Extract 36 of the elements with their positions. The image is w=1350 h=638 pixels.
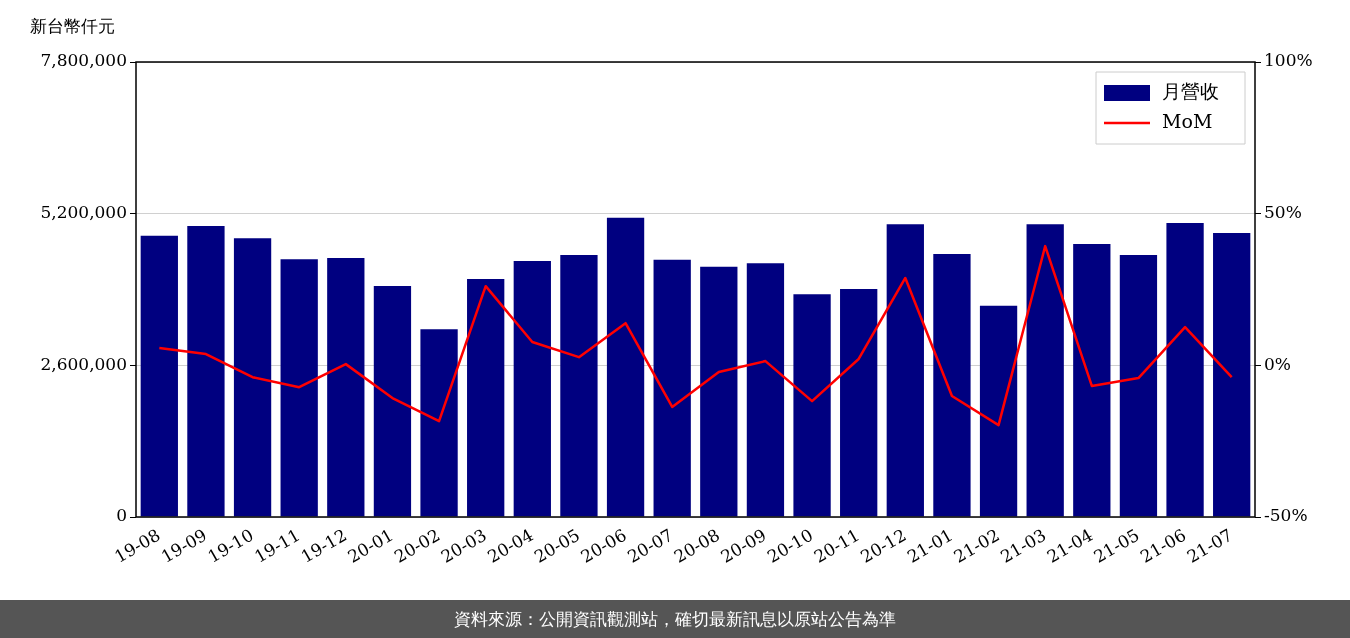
bar [280, 259, 318, 517]
bar [420, 329, 458, 517]
bar [979, 305, 1018, 517]
bar [840, 288, 878, 517]
bar [933, 253, 971, 517]
y2-tick-label: 0% [1264, 353, 1291, 374]
y2-tick-label: 50% [1264, 202, 1302, 223]
bar [373, 286, 412, 517]
bar [327, 258, 365, 517]
bar [1213, 232, 1251, 517]
y2-tick-label: 100% [1264, 50, 1313, 71]
bar [606, 217, 645, 517]
bar [513, 260, 551, 517]
bar [653, 259, 691, 517]
y-tick-label: 7,800,000 [40, 50, 127, 71]
source-note: 資料來源：公開資訊觀測站，確切最新訊息以原站公告為準 [0, 600, 1350, 638]
bar [886, 224, 924, 517]
bar [793, 294, 831, 517]
y-tick-label: 0 [116, 505, 127, 526]
bar [560, 255, 598, 517]
bar [700, 266, 738, 517]
bar [140, 235, 178, 517]
bar [233, 238, 272, 517]
bar [1026, 224, 1064, 517]
bar [1073, 244, 1111, 517]
y-tick-label: 5,200,000 [40, 202, 127, 223]
bar [746, 263, 785, 517]
bar [1119, 255, 1158, 517]
legend-label: 月營收 [1162, 79, 1219, 102]
y2-tick-label: -50% [1264, 505, 1308, 526]
bar [187, 225, 225, 517]
bar [467, 279, 505, 517]
y-tick-label: 2,600,000 [40, 353, 127, 374]
bar [1166, 223, 1204, 517]
legend-label: MoM [1162, 109, 1213, 132]
y-axis-title: 新台幣仟元 [30, 16, 115, 37]
